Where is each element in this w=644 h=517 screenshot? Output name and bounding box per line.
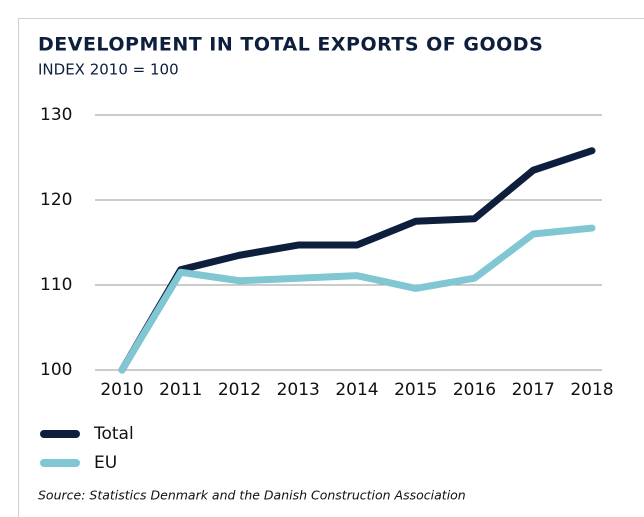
x-tick-label: 2015 — [394, 380, 437, 400]
x-tick-label: 2013 — [277, 380, 320, 400]
legend-label: EU — [94, 453, 117, 473]
series-line — [118, 224, 596, 374]
x-tick-label: 2017 — [512, 380, 555, 400]
y-tick-label: 100 — [40, 360, 72, 380]
y-tick-label: 130 — [40, 105, 72, 125]
x-tick-label: 2018 — [570, 380, 613, 400]
chart-title: DEVELOPMENT IN TOTAL EXPORTS OF GOODS — [38, 34, 543, 56]
x-tick-label: 2016 — [453, 380, 496, 400]
x-tick-label: 2011 — [159, 380, 202, 400]
x-tick-label: 2014 — [335, 380, 378, 400]
frame — [18, 18, 644, 517]
series-line — [118, 147, 596, 374]
x-tick-label: 2012 — [218, 380, 261, 400]
x-tick-label: 2010 — [100, 380, 143, 400]
legend-label: Total — [93, 424, 134, 444]
y-tick-label: 110 — [40, 275, 72, 295]
y-tick-label: 120 — [40, 190, 72, 210]
chart-subtitle: INDEX 2010 = 100 — [38, 61, 179, 79]
source: Source: Statistics Denmark and the Danis… — [38, 488, 466, 503]
